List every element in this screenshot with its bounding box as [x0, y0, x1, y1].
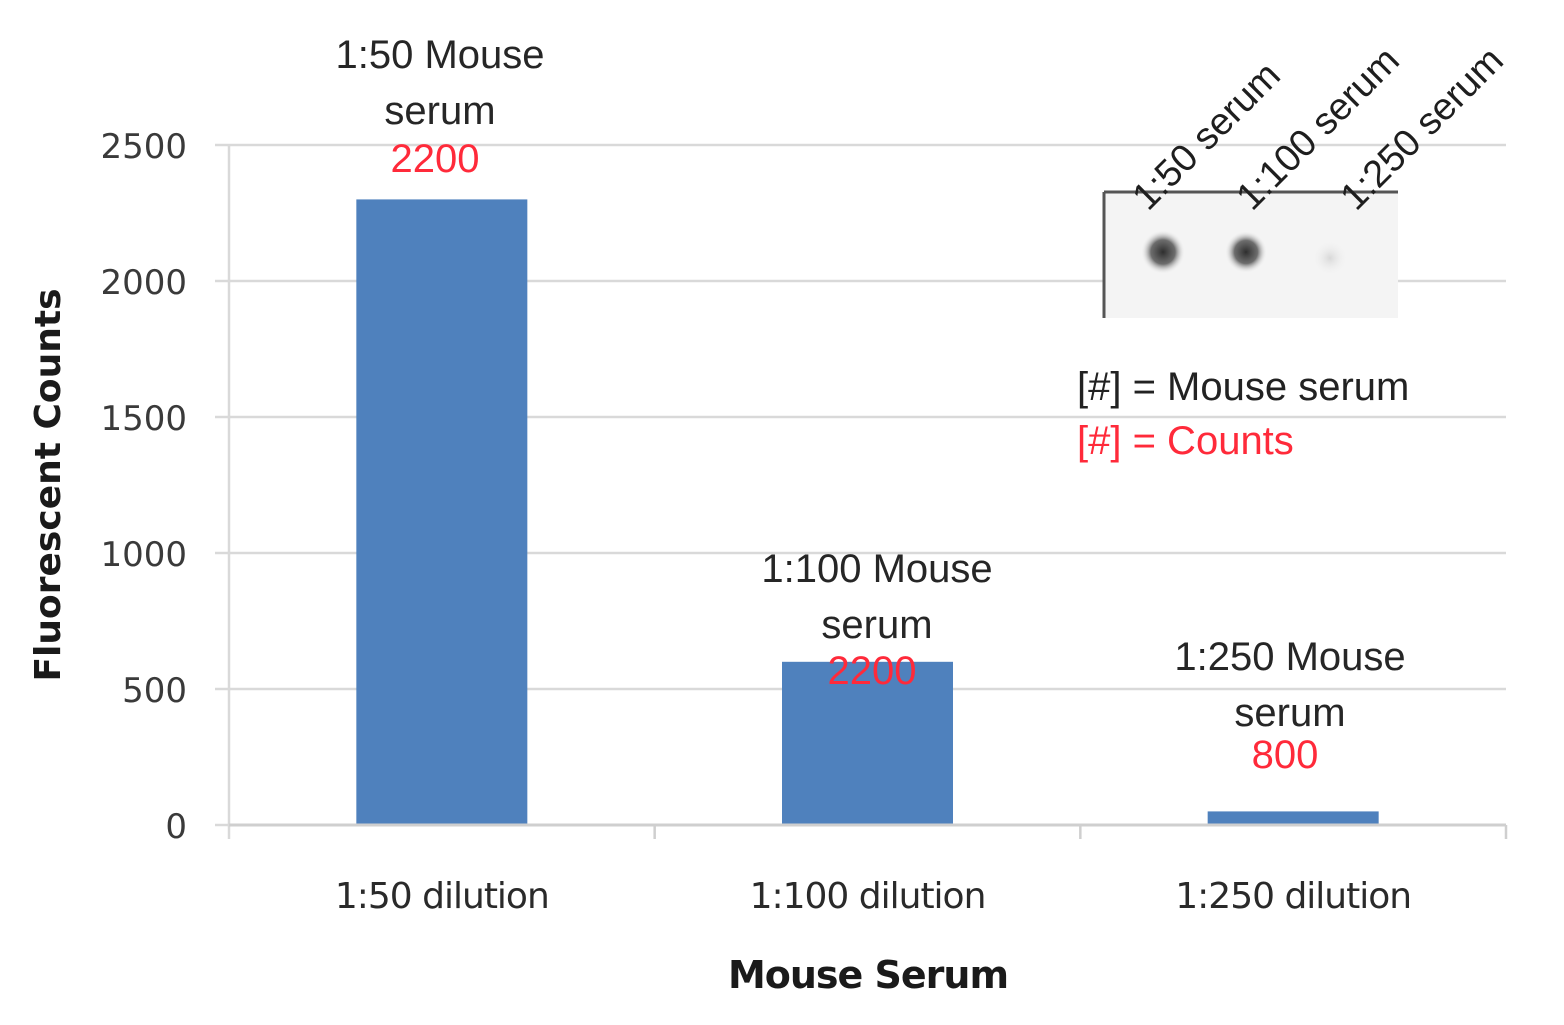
y-tick-label: 0 — [165, 807, 187, 847]
annotation-count: 2200 — [828, 649, 917, 693]
annotation-label: serum — [384, 89, 495, 133]
annotation-key: [#] = Mouse serum [#] = Counts — [1077, 365, 1409, 463]
annotation-count: 2200 — [391, 137, 480, 181]
x-tick-label: 1:250 dilution — [1175, 876, 1411, 917]
bars — [356, 199, 1379, 825]
annotation-label: serum — [821, 603, 932, 647]
y-tick-label: 2000 — [100, 263, 187, 303]
x-tick-label: 1:100 dilution — [750, 876, 986, 917]
annotation-count: 800 — [1252, 733, 1319, 777]
y-tick-label: 500 — [122, 671, 187, 711]
x-tick-label: 1:50 dilution — [335, 876, 549, 917]
bar — [782, 661, 953, 825]
y-tick-label: 1000 — [100, 535, 187, 575]
y-tick-label: 2500 — [100, 127, 187, 167]
key-entry: [#] = Counts — [1077, 419, 1294, 463]
x-axis: 1:50 dilution 1:100 dilution 1:250 dilutio… — [229, 823, 1508, 917]
blot-spot — [1141, 230, 1185, 274]
annotation-label: 1:100 Mouse — [761, 547, 992, 591]
annotation-label: serum — [1234, 691, 1345, 735]
y-axis-ticks: 0 500 1000 1500 2000 2500 — [100, 127, 187, 847]
bar — [356, 199, 528, 825]
blot-spot — [1312, 240, 1348, 276]
bar — [1207, 811, 1379, 825]
blot-spot — [1225, 231, 1267, 273]
y-axis-title: Fluorescent Counts — [28, 288, 69, 681]
x-axis-title: Mouse Serum — [728, 953, 1008, 997]
annotation-label: 1:50 Mouse — [335, 33, 544, 77]
y-tick-label: 1500 — [100, 399, 187, 439]
key-entry: [#] = Mouse serum — [1077, 365, 1409, 409]
annotation-label: 1:250 Mouse — [1174, 635, 1405, 679]
